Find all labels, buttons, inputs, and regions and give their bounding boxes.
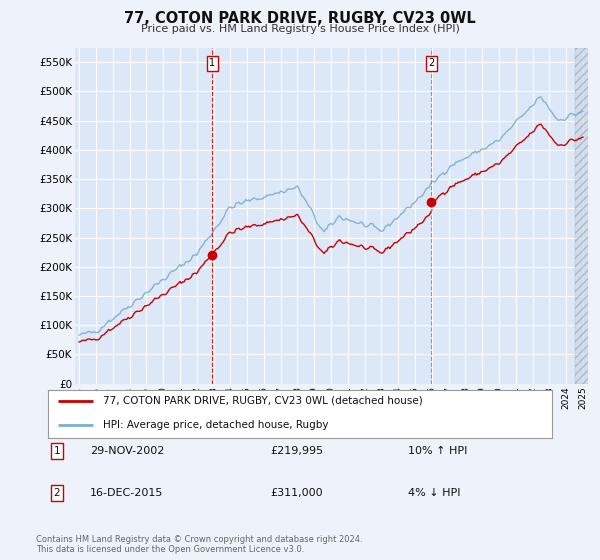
- Text: 77, COTON PARK DRIVE, RUGBY, CV23 0WL (detached house): 77, COTON PARK DRIVE, RUGBY, CV23 0WL (d…: [103, 396, 423, 406]
- Text: £311,000: £311,000: [270, 488, 323, 498]
- Text: 2: 2: [53, 488, 61, 498]
- Text: 4% ↓ HPI: 4% ↓ HPI: [408, 488, 461, 498]
- Text: Contains HM Land Registry data © Crown copyright and database right 2024.
This d: Contains HM Land Registry data © Crown c…: [36, 535, 362, 554]
- Text: 10% ↑ HPI: 10% ↑ HPI: [408, 446, 467, 456]
- Text: HPI: Average price, detached house, Rugby: HPI: Average price, detached house, Rugb…: [103, 419, 329, 430]
- Bar: [575, 48, 592, 384]
- Text: 2: 2: [428, 58, 434, 68]
- Text: 1: 1: [53, 446, 61, 456]
- Text: Price paid vs. HM Land Registry's House Price Index (HPI): Price paid vs. HM Land Registry's House …: [140, 24, 460, 34]
- Text: 16-DEC-2015: 16-DEC-2015: [90, 488, 163, 498]
- Text: £219,995: £219,995: [270, 446, 323, 456]
- Text: 29-NOV-2002: 29-NOV-2002: [90, 446, 164, 456]
- Text: 1: 1: [209, 58, 215, 68]
- Text: 77, COTON PARK DRIVE, RUGBY, CV23 0WL: 77, COTON PARK DRIVE, RUGBY, CV23 0WL: [124, 11, 476, 26]
